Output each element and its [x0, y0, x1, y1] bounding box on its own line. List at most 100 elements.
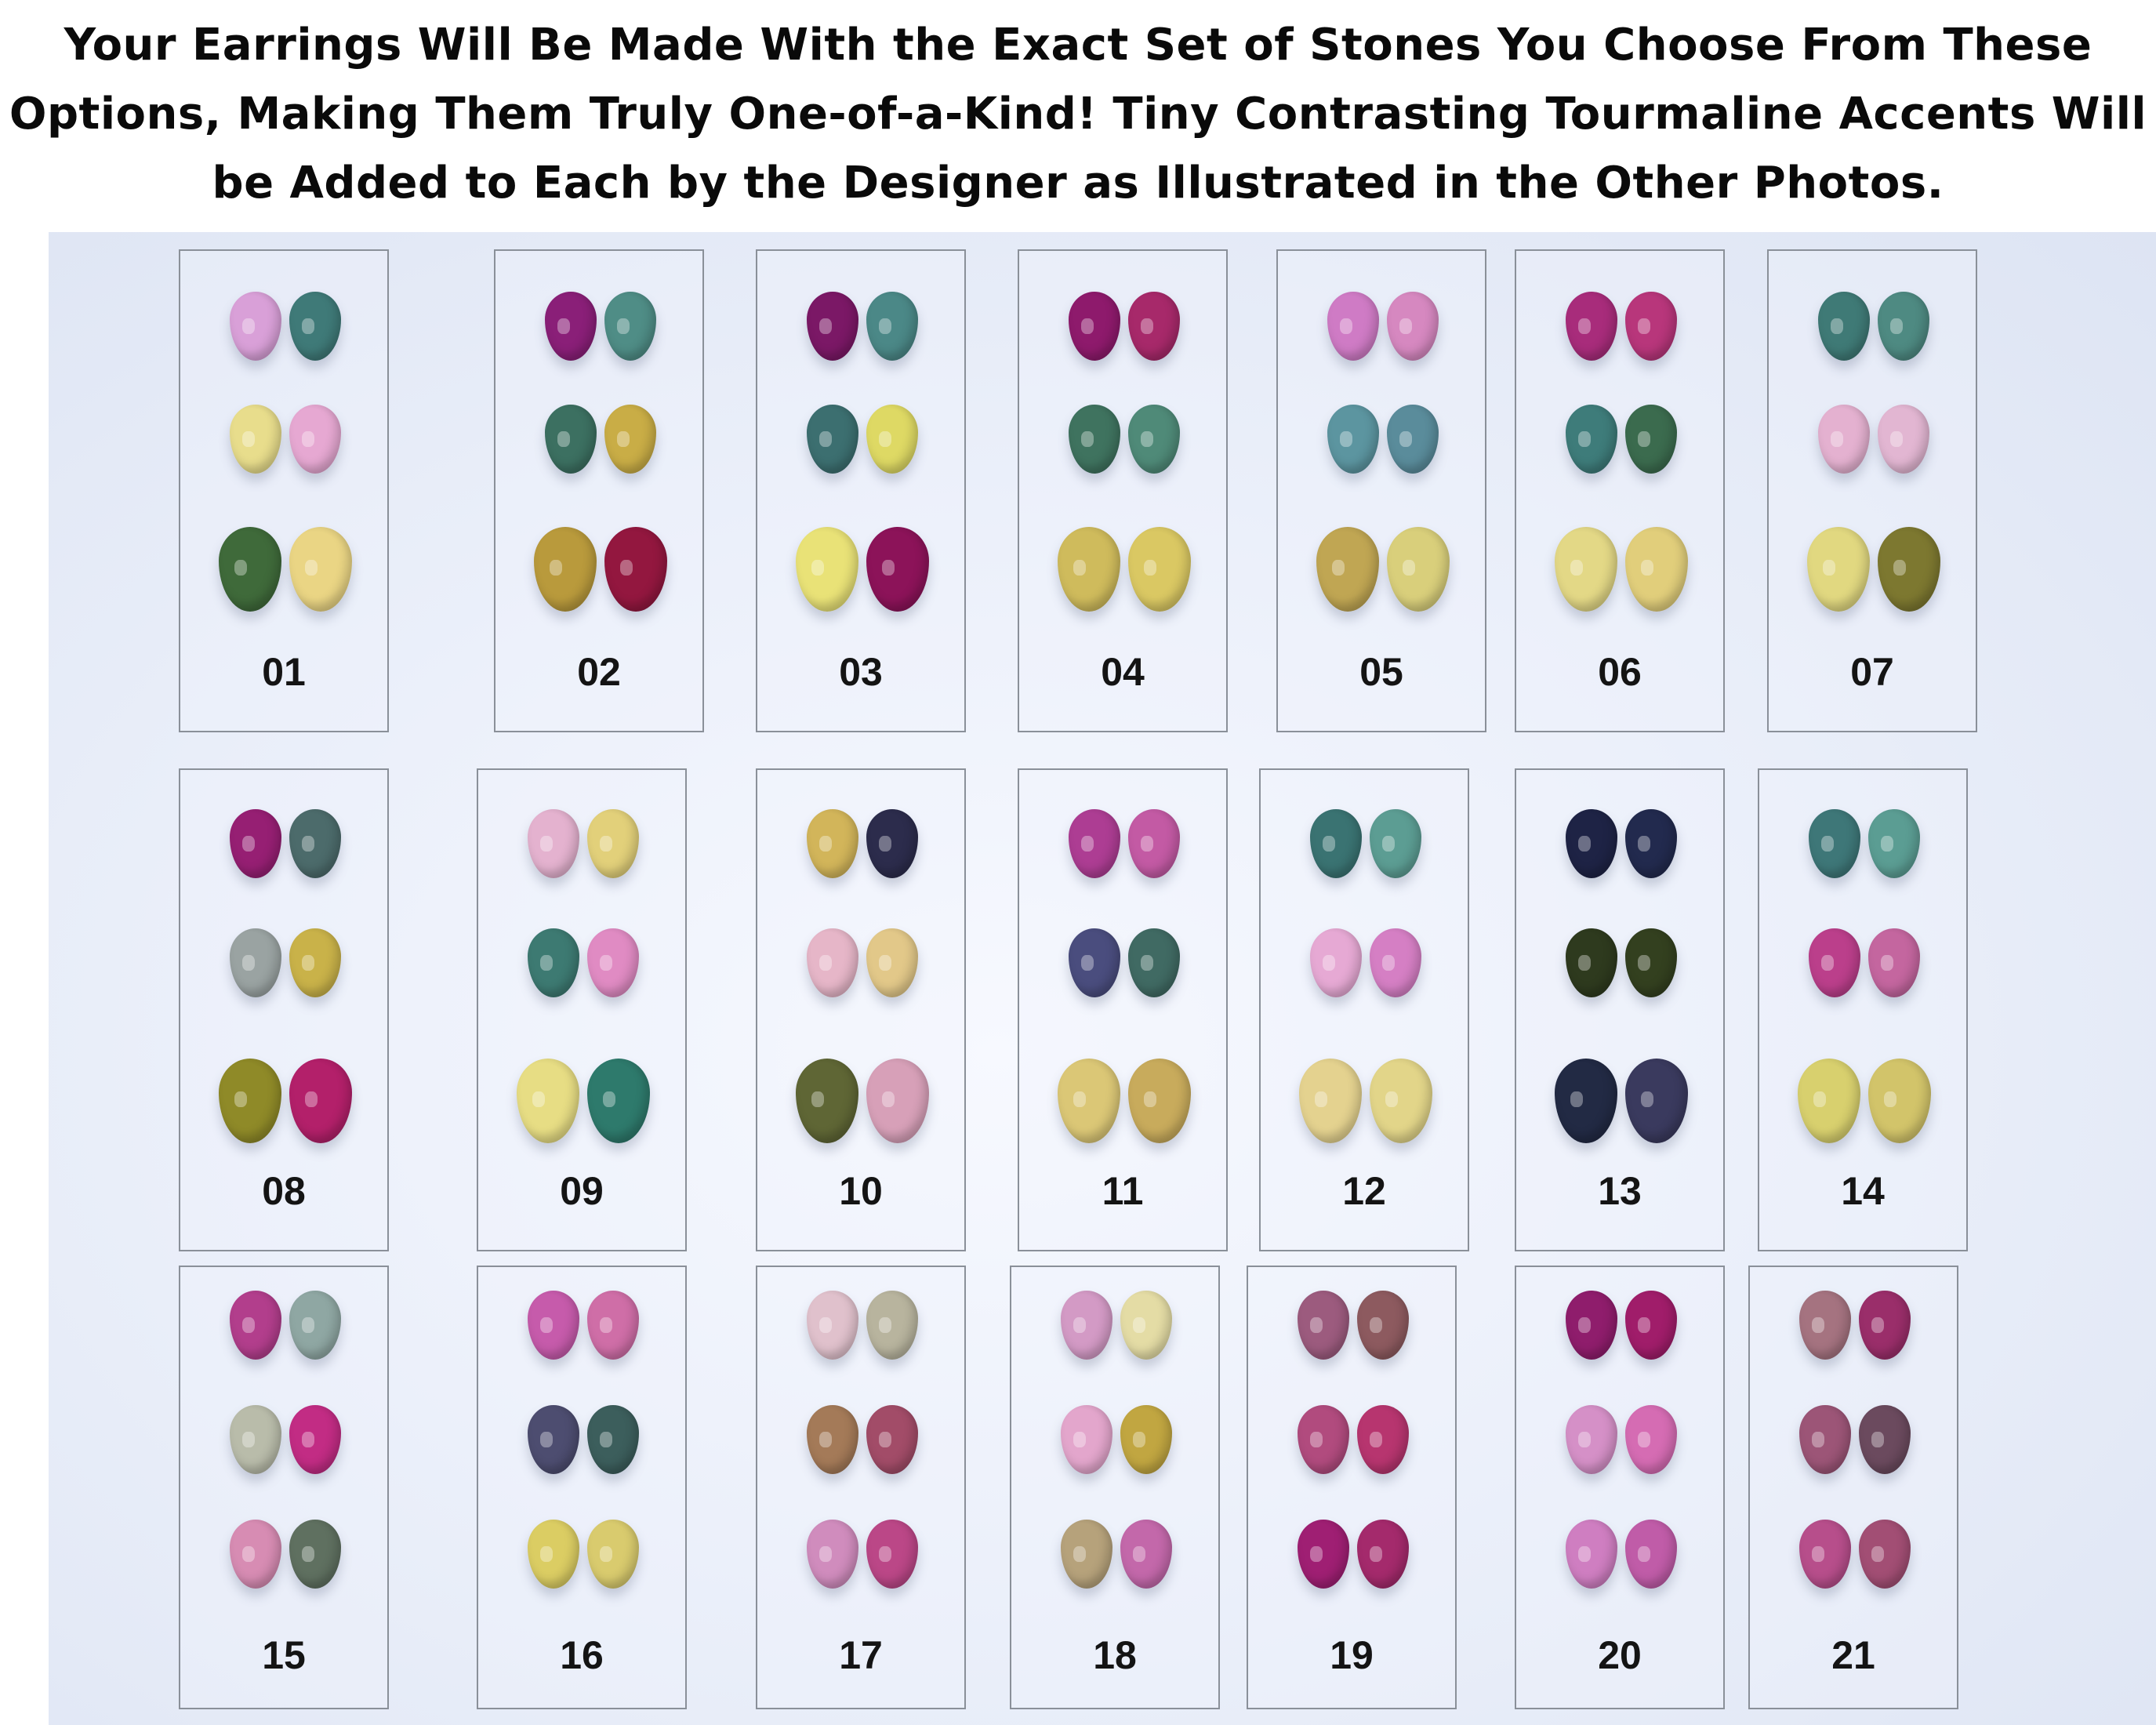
stone-option-card[interactable]: 02: [494, 249, 704, 732]
gemstone: [1859, 1291, 1911, 1360]
stone-option-card[interactable]: 21: [1748, 1266, 1958, 1709]
gemstone: [1120, 1405, 1172, 1474]
gemstone: [587, 1405, 639, 1474]
stone-option-card[interactable]: 15: [179, 1266, 389, 1709]
gemstone: [866, 809, 918, 878]
gemstone: [1859, 1405, 1911, 1474]
stone-option-card[interactable]: 18: [1010, 1266, 1220, 1709]
gemstone: [230, 809, 281, 878]
gemstone: [1061, 1520, 1112, 1589]
gemstone: [289, 527, 352, 612]
gemstone: [1566, 928, 1617, 997]
option-number-label: 06: [1598, 650, 1642, 694]
gemstone: [866, 1405, 918, 1474]
gemstone: [1566, 1520, 1617, 1589]
stone-option-card[interactable]: 10: [756, 768, 966, 1251]
stone-option-card[interactable]: 08: [179, 768, 389, 1251]
gemstone: [807, 928, 858, 997]
gemstone: [1625, 405, 1677, 474]
gemstone: [289, 1059, 352, 1143]
option-number-label: 07: [1850, 650, 1894, 694]
stone-option-card[interactable]: 17: [756, 1266, 966, 1709]
gemstone: [1625, 1405, 1677, 1474]
gemstone: [1120, 1291, 1172, 1360]
gemstone: [866, 1059, 929, 1143]
stone-option-card[interactable]: 14: [1758, 768, 1968, 1251]
gemstone: [1566, 809, 1617, 878]
gemstone: [1625, 1059, 1688, 1143]
gemstone: [1069, 809, 1120, 878]
gemstone: [807, 405, 858, 474]
gemstone: [1370, 1059, 1432, 1143]
gemstone: [545, 405, 597, 474]
stone-option-card[interactable]: 07: [1767, 249, 1977, 732]
gemstone: [1566, 1291, 1617, 1360]
stone-option-card[interactable]: 01: [179, 249, 389, 732]
gemstone: [528, 1405, 579, 1474]
gemstone: [807, 292, 858, 361]
heading-line-1: Your Earrings Will Be Made With the Exac…: [64, 20, 2092, 71]
gemstone: [1128, 527, 1191, 612]
gemstone: [604, 292, 656, 361]
stone-options-board: 01 02 03 04 05 06 07 08 09 10 11 12 13 14 15 16 17 18 19 20…: [49, 232, 2156, 1725]
gemstone: [587, 928, 639, 997]
option-number-label: 11: [1102, 1169, 1144, 1213]
option-number-label: 18: [1093, 1633, 1137, 1677]
gemstone: [1798, 1059, 1860, 1143]
gemstone: [1061, 1291, 1112, 1360]
gemstone: [1298, 1520, 1349, 1589]
gemstone: [1878, 405, 1929, 474]
stone-option-card[interactable]: 20: [1515, 1266, 1725, 1709]
gemstone: [1128, 405, 1180, 474]
gemstone: [1859, 1520, 1911, 1589]
gemstone: [1128, 809, 1180, 878]
stone-option-card[interactable]: 05: [1276, 249, 1486, 732]
gemstone: [796, 1059, 858, 1143]
gemstone: [289, 809, 341, 878]
gemstone: [545, 292, 597, 361]
stone-option-card[interactable]: 11: [1018, 768, 1228, 1251]
option-number-label: 17: [839, 1633, 883, 1677]
gemstone: [1625, 1291, 1677, 1360]
gemstone: [1310, 809, 1362, 878]
gemstone: [1128, 928, 1180, 997]
gemstone: [866, 1520, 918, 1589]
gemstone: [1799, 1291, 1851, 1360]
stone-option-card[interactable]: 19: [1247, 1266, 1457, 1709]
gemstone: [1058, 1059, 1120, 1143]
stone-option-card[interactable]: 03: [756, 249, 966, 732]
gemstone: [528, 1291, 579, 1360]
stone-option-card[interactable]: 06: [1515, 249, 1725, 732]
stone-option-card[interactable]: 09: [477, 768, 687, 1251]
option-number-label: 08: [262, 1169, 306, 1213]
gemstone: [1625, 1520, 1677, 1589]
gemstone: [1878, 527, 1940, 612]
gemstone: [1566, 1405, 1617, 1474]
gemstone: [1799, 1405, 1851, 1474]
gemstone: [1120, 1520, 1172, 1589]
gemstone: [1868, 1059, 1931, 1143]
gemstone: [1868, 809, 1920, 878]
gemstone: [1370, 809, 1421, 878]
gemstone: [289, 1405, 341, 1474]
gemstone: [1625, 292, 1677, 361]
heading-line-2: Options, Making Them Truly One-of-a-Kind…: [9, 89, 2147, 140]
stone-option-card[interactable]: 04: [1018, 249, 1228, 732]
option-number-label: 10: [839, 1169, 883, 1213]
stone-option-card[interactable]: 13: [1515, 768, 1725, 1251]
gemstone: [796, 527, 858, 612]
gemstone: [807, 809, 858, 878]
stone-option-card[interactable]: 16: [477, 1266, 687, 1709]
gemstone: [230, 405, 281, 474]
gemstone: [1316, 527, 1379, 612]
gemstone: [866, 527, 929, 612]
gemstone: [1327, 292, 1379, 361]
gemstone: [1069, 292, 1120, 361]
gemstone: [1069, 405, 1120, 474]
gemstone: [1058, 527, 1120, 612]
stone-option-card[interactable]: 12: [1259, 768, 1469, 1251]
gemstone: [866, 292, 918, 361]
gemstone: [534, 527, 597, 612]
option-number-label: 20: [1598, 1633, 1642, 1677]
gemstone: [289, 1291, 341, 1360]
